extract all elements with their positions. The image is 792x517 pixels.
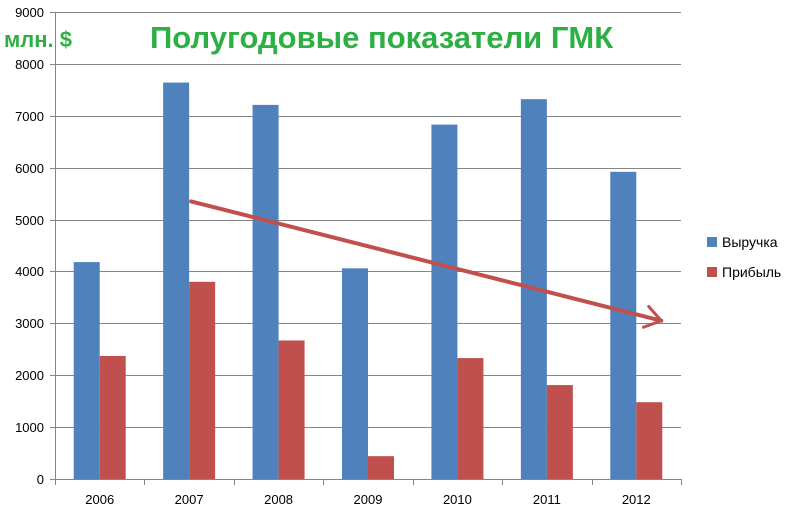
bar-revenue (73, 262, 100, 479)
bar-profit (278, 340, 305, 479)
gridlines (55, 12, 681, 428)
y-tick-label: 5000 (15, 213, 44, 228)
x-tick-label: 2008 (264, 492, 293, 507)
y-tick-label: 7000 (15, 109, 44, 124)
x-tick-label: 2011 (533, 492, 561, 507)
unit-label: млн. $ (4, 27, 72, 52)
x-tick-label: 2009 (354, 492, 383, 507)
trend-arrow-shaft (189, 199, 664, 323)
bar-revenue (252, 104, 279, 480)
bar-profit (546, 385, 573, 479)
x-tick-label: 2006 (85, 492, 114, 507)
x-tick-label: 2007 (175, 492, 204, 507)
trend-arrow (189, 199, 664, 329)
x-tick-label: 2010 (443, 492, 472, 507)
y-tick-label: 6000 (15, 161, 44, 176)
bar-profit (457, 358, 484, 479)
y-axis-ticks: 0 1000 2000 3000 4000 5000 6000 7000 8000 9000 (15, 5, 44, 487)
bars (73, 82, 663, 480)
legend: Выручка Прибыль (707, 234, 781, 280)
bar-profit (99, 356, 126, 479)
y-tick-label: 4000 (15, 264, 44, 279)
legend-label: Выручка (722, 234, 778, 250)
chart-title: Полугодовые показатели ГМК (150, 20, 613, 55)
legend-swatch (707, 267, 717, 277)
bar-profit (636, 402, 663, 479)
y-tick-label: 0 (37, 472, 44, 487)
trend-arrow-head (641, 304, 663, 329)
legend-label: Прибыль (722, 264, 781, 280)
y-tick-label: 9000 (15, 5, 44, 20)
bar-revenue (431, 124, 458, 480)
y-tick-label: 3000 (15, 316, 44, 331)
bar-profit (368, 456, 394, 479)
bar-profit (189, 281, 216, 479)
y-tick-label: 8000 (15, 57, 44, 72)
bar-revenue (163, 82, 190, 480)
bar-revenue (610, 171, 637, 479)
legend-swatch (707, 237, 717, 247)
bar-revenue (342, 268, 368, 479)
y-tick-label: 2000 (15, 368, 44, 383)
axes (50, 12, 682, 485)
y-tick-label: 1000 (15, 420, 44, 435)
x-axis-ticks: 2006 2007 2008 2009 2010 2011 2012 (85, 492, 650, 507)
x-tick-label: 2012 (622, 492, 651, 507)
